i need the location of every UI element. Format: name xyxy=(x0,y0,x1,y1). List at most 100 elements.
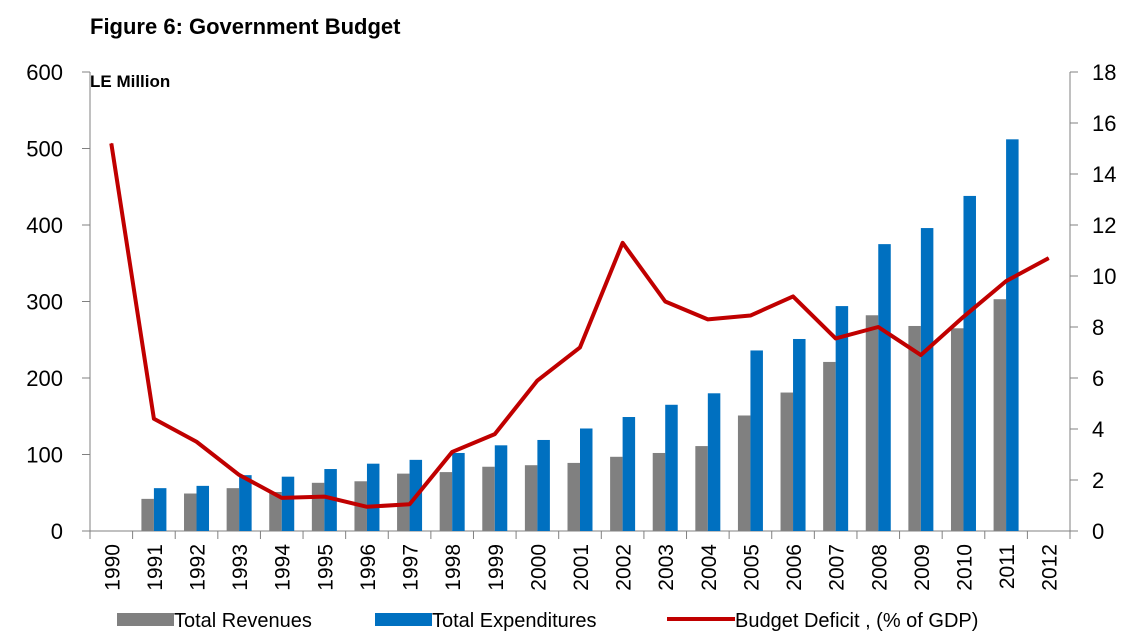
x-tick-label: 1990 xyxy=(101,544,124,591)
line-point xyxy=(749,315,751,317)
x-tick-label: 2005 xyxy=(740,544,763,591)
bar-total-revenues xyxy=(141,498,154,531)
legend-label: Total Expenditures xyxy=(432,610,597,632)
bar-total-expenditures xyxy=(665,404,678,531)
bar-total-expenditures xyxy=(494,445,508,531)
x-tick-label: 2011 xyxy=(996,544,1019,589)
bar-total-revenues xyxy=(397,473,410,531)
chart-title: Figure 6: Government Budget xyxy=(90,14,401,39)
bar-total-revenues xyxy=(567,462,580,531)
bar-total-expenditures xyxy=(750,350,763,531)
bar-total-expenditures xyxy=(920,228,934,531)
bar-total-expenditures xyxy=(707,393,721,531)
line-point xyxy=(664,301,666,302)
bar-total-expenditures xyxy=(622,417,636,531)
y-right-tick-label: 6 xyxy=(1092,366,1104,391)
x-tick-label: 2008 xyxy=(868,544,891,591)
bar-total-revenues xyxy=(865,315,879,531)
bar-total-revenues xyxy=(269,491,282,531)
bar-total-revenues xyxy=(439,472,453,531)
line-point xyxy=(536,380,538,382)
y-right-tick-label: 10 xyxy=(1092,264,1116,289)
line-point xyxy=(622,242,624,244)
y-left-tick-label: 100 xyxy=(26,443,63,468)
y-left-tick-label: 0 xyxy=(51,519,63,544)
bar-total-revenues xyxy=(311,482,325,531)
line-point xyxy=(196,441,198,443)
bar-total-expenditures xyxy=(835,306,849,531)
bar-total-expenditures xyxy=(1006,139,1019,531)
line-point xyxy=(835,337,837,339)
legend-label: Budget Deficit , (% of GDP) xyxy=(735,610,978,632)
y-left-tick-label: 500 xyxy=(26,137,63,162)
line-point xyxy=(707,318,709,320)
line-point xyxy=(366,506,368,508)
bar-total-revenues xyxy=(695,446,708,531)
x-tick-label: 1999 xyxy=(485,544,508,591)
bar-total-revenues xyxy=(652,452,666,531)
bar-total-expenditures xyxy=(239,475,252,531)
y-right-tick-label: 14 xyxy=(1092,162,1116,187)
bar-total-revenues xyxy=(823,361,836,531)
y-left-axis-label: LE Million xyxy=(90,72,170,91)
bar-total-expenditures xyxy=(580,428,593,531)
legend-swatch xyxy=(117,613,174,626)
line-point xyxy=(877,326,879,328)
bar-total-revenues xyxy=(524,465,538,531)
line-point xyxy=(1005,280,1007,282)
line-point xyxy=(1048,257,1050,259)
y-left-tick-label: 300 xyxy=(26,290,63,315)
x-tick-label: 2002 xyxy=(613,544,636,591)
x-tick-label: 2007 xyxy=(826,544,849,591)
bar-total-expenditures xyxy=(793,338,806,531)
bar-total-revenues xyxy=(610,456,623,531)
bar-total-expenditures xyxy=(878,244,891,531)
line-point xyxy=(153,418,155,420)
x-tick-label: 1993 xyxy=(229,544,252,591)
bar-total-expenditures xyxy=(963,195,976,531)
line-point xyxy=(281,497,283,499)
x-tick-label: 1996 xyxy=(357,544,380,591)
bar-total-expenditures xyxy=(366,463,380,531)
line-point xyxy=(792,295,794,297)
bar-total-revenues xyxy=(950,328,964,531)
x-tick-label: 1997 xyxy=(400,544,423,591)
x-tick-label: 2000 xyxy=(527,544,550,591)
line-point xyxy=(579,346,581,348)
x-tick-label: 2009 xyxy=(911,544,934,591)
y-right-tick-label: 8 xyxy=(1092,315,1104,340)
x-tick-label: 1991 xyxy=(144,544,167,591)
line-point xyxy=(962,316,964,318)
line-point xyxy=(451,451,453,453)
bar-total-revenues xyxy=(993,299,1007,531)
x-tick-label: 1994 xyxy=(272,544,295,591)
bar-total-expenditures xyxy=(153,488,167,531)
bar-total-expenditures xyxy=(281,476,295,531)
x-tick-label: 2006 xyxy=(783,544,806,591)
bar-total-revenues xyxy=(780,392,794,531)
y-right-tick-label: 4 xyxy=(1092,417,1104,442)
y-right-tick-label: 0 xyxy=(1092,519,1104,544)
line-point xyxy=(110,142,112,144)
line-point xyxy=(494,433,496,435)
y-left-tick-label: 200 xyxy=(26,366,63,391)
legend-swatch xyxy=(375,613,432,626)
y-right-tick-label: 2 xyxy=(1092,468,1104,493)
x-tick-label: 1992 xyxy=(187,544,210,591)
x-tick-label: 1998 xyxy=(442,544,465,591)
bar-total-revenues xyxy=(226,488,240,531)
bar-total-expenditures xyxy=(452,452,465,531)
x-tick-label: 2003 xyxy=(655,544,678,591)
y-right-tick-label: 18 xyxy=(1092,60,1116,85)
bar-total-expenditures xyxy=(537,439,550,531)
y-left-tick-label: 600 xyxy=(26,60,63,85)
bar-total-expenditures xyxy=(196,485,210,531)
y-left-tick-label: 400 xyxy=(26,213,63,238)
bar-total-revenues xyxy=(184,493,197,531)
x-tick-label: 2012 xyxy=(1039,544,1062,591)
line-point xyxy=(238,474,240,476)
legend-label: Total Revenues xyxy=(174,610,312,632)
line-point xyxy=(323,496,325,498)
x-tick-label: 2004 xyxy=(698,544,721,591)
